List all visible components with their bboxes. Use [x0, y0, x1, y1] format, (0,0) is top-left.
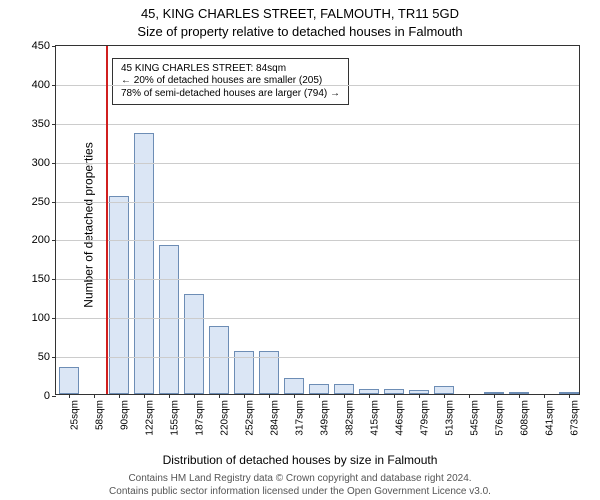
copyright-line-2: Contains public sector information licen… [0, 486, 600, 499]
copyright-text: Contains HM Land Registry data © Crown c… [0, 473, 600, 498]
xtick-label: 122sqm [142, 400, 155, 436]
reference-line [106, 46, 108, 394]
ytick-label: 0 [44, 390, 50, 402]
xtick-mark [369, 394, 370, 398]
xtick-label: 415sqm [367, 400, 380, 436]
xtick-mark [544, 394, 545, 398]
annotation-line: 45 KING CHARLES STREET: 84sqm [121, 63, 340, 76]
plot-area: 45 KING CHARLES STREET: 84sqm← 20% of de… [55, 45, 580, 395]
xtick-label: 576sqm [492, 400, 505, 436]
x-axis-label: Distribution of detached houses by size … [0, 453, 600, 467]
xtick-label: 641sqm [542, 400, 555, 436]
xtick-mark [394, 394, 395, 398]
xtick-label: 58sqm [92, 400, 105, 430]
histogram-bar [309, 384, 329, 394]
ytick-label: 450 [32, 40, 50, 52]
xtick-label: 446sqm [392, 400, 405, 436]
xtick-mark [219, 394, 220, 398]
ytick-label: 150 [32, 273, 50, 285]
xtick-mark [94, 394, 95, 398]
histogram-bar [334, 384, 354, 394]
title-line-2: Size of property relative to detached ho… [0, 24, 600, 39]
ytick-label: 200 [32, 234, 50, 246]
ytick-mark [52, 46, 56, 47]
gridline [56, 240, 579, 241]
xtick-mark [69, 394, 70, 398]
ytick-label: 350 [32, 118, 50, 130]
xtick-mark [144, 394, 145, 398]
histogram-bar [184, 294, 204, 394]
xtick-label: 90sqm [117, 400, 130, 430]
ytick-mark [52, 85, 56, 86]
xtick-label: 608sqm [517, 400, 530, 436]
xtick-mark [194, 394, 195, 398]
xtick-label: 252sqm [242, 400, 255, 436]
xtick-label: 220sqm [217, 400, 230, 436]
xtick-mark [294, 394, 295, 398]
gridline [56, 318, 579, 319]
ytick-label: 400 [32, 79, 50, 91]
gridline [56, 163, 579, 164]
ytick-mark [52, 396, 56, 397]
xtick-label: 155sqm [167, 400, 180, 436]
histogram-bar [209, 326, 229, 394]
xtick-label: 187sqm [192, 400, 205, 436]
xtick-mark [169, 394, 170, 398]
histogram-bar [159, 245, 179, 394]
copyright-line-1: Contains HM Land Registry data © Crown c… [0, 473, 600, 486]
ytick-label: 100 [32, 312, 50, 324]
ytick-mark [52, 357, 56, 358]
ytick-mark [52, 124, 56, 125]
xtick-label: 382sqm [342, 400, 355, 436]
histogram-bar [109, 196, 129, 394]
xtick-label: 349sqm [317, 400, 330, 436]
xtick-mark [494, 394, 495, 398]
histogram-bar [134, 133, 154, 394]
histogram-bar [434, 386, 454, 394]
xtick-mark [444, 394, 445, 398]
xtick-mark [319, 394, 320, 398]
ytick-label: 250 [32, 196, 50, 208]
ytick-mark [52, 279, 56, 280]
xtick-mark [344, 394, 345, 398]
gridline [56, 202, 579, 203]
title-line-1: 45, KING CHARLES STREET, FALMOUTH, TR11 … [0, 6, 600, 21]
xtick-label: 25sqm [67, 400, 80, 430]
xtick-label: 317sqm [292, 400, 305, 436]
gridline [56, 279, 579, 280]
ytick-mark [52, 163, 56, 164]
xtick-mark [519, 394, 520, 398]
xtick-mark [569, 394, 570, 398]
xtick-label: 545sqm [467, 400, 480, 436]
annotation-line: 78% of semi-detached houses are larger (… [121, 88, 340, 101]
xtick-mark [269, 394, 270, 398]
xtick-label: 479sqm [417, 400, 430, 436]
ytick-mark [52, 318, 56, 319]
xtick-label: 673sqm [567, 400, 580, 436]
gridline [56, 85, 579, 86]
gridline [56, 357, 579, 358]
ytick-mark [52, 240, 56, 241]
histogram-bar [59, 367, 79, 394]
chart-container: 45, KING CHARLES STREET, FALMOUTH, TR11 … [0, 0, 600, 500]
ytick-label: 50 [38, 351, 50, 363]
xtick-mark [119, 394, 120, 398]
gridline [56, 124, 579, 125]
annotation-box: 45 KING CHARLES STREET: 84sqm← 20% of de… [112, 58, 349, 106]
xtick-mark [469, 394, 470, 398]
ytick-mark [52, 202, 56, 203]
ytick-label: 300 [32, 157, 50, 169]
histogram-bar [284, 378, 304, 394]
xtick-mark [419, 394, 420, 398]
xtick-label: 513sqm [442, 400, 455, 436]
xtick-label: 284sqm [267, 400, 280, 436]
xtick-mark [244, 394, 245, 398]
